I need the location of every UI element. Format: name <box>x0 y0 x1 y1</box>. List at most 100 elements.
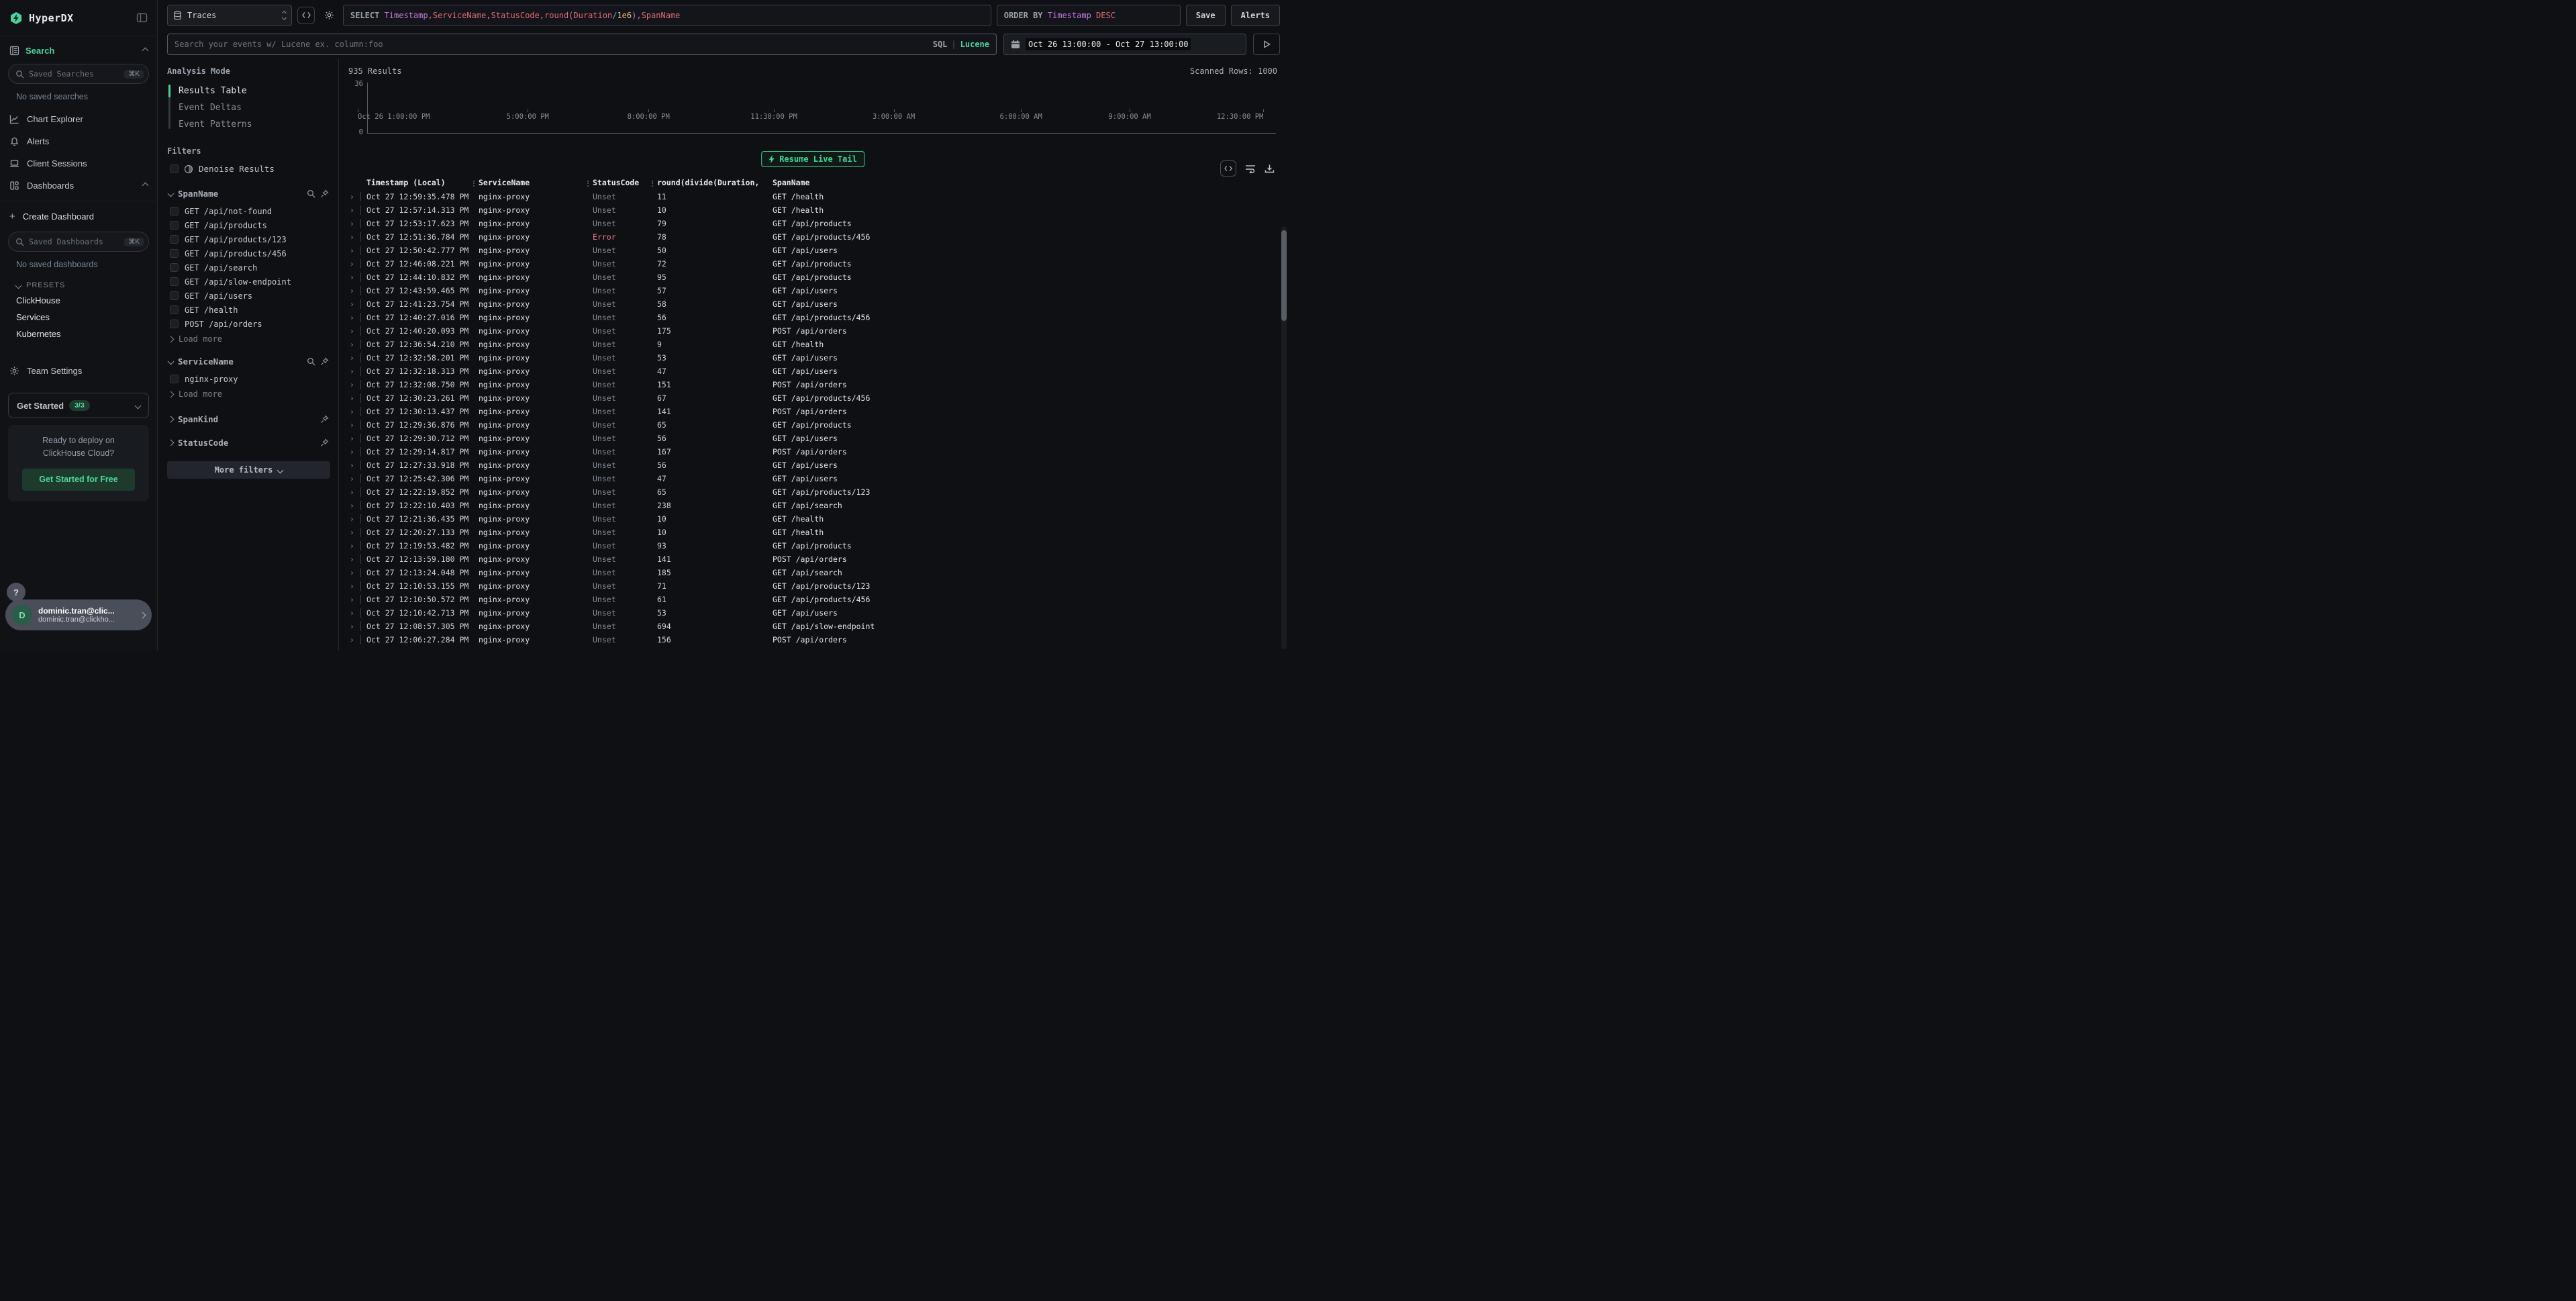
column-header[interactable]: ServiceName <box>473 178 587 187</box>
row-expand-chevron-icon[interactable]: › <box>348 555 360 564</box>
pin-icon[interactable] <box>320 415 329 424</box>
row-expand-chevron-icon[interactable]: › <box>348 407 360 416</box>
facet-value[interactable]: GET /api/products/456 <box>170 246 330 260</box>
table-row[interactable]: ›Oct 27 12:30:13.437 PMnginx-proxyUnset1… <box>348 405 1277 418</box>
row-expand-chevron-icon[interactable]: › <box>348 420 360 430</box>
analysis-mode-item[interactable]: Results Table <box>179 83 330 99</box>
row-expand-chevron-icon[interactable]: › <box>348 273 360 282</box>
table-row[interactable]: ›Oct 27 12:29:30.712 PMnginx-proxyUnset5… <box>348 432 1277 445</box>
checkbox[interactable] <box>170 235 179 244</box>
checkbox[interactable] <box>170 305 179 314</box>
help-button[interactable]: ? <box>7 583 26 601</box>
facet-search-icon[interactable] <box>307 189 315 198</box>
pin-icon[interactable] <box>320 357 329 366</box>
table-row[interactable]: ›Oct 27 12:27:33.918 PMnginx-proxyUnset5… <box>348 459 1277 472</box>
sidebar-item-client-sessions[interactable]: Client Sessions <box>0 152 157 175</box>
row-expand-chevron-icon[interactable]: › <box>348 340 360 349</box>
scrollbar-thumb[interactable] <box>1281 230 1287 321</box>
row-expand-chevron-icon[interactable]: › <box>348 232 360 242</box>
search-input[interactable]: Search your events w/ Lucene ex. column:… <box>167 34 997 55</box>
run-query-button[interactable] <box>1253 34 1280 55</box>
row-expand-chevron-icon[interactable]: › <box>348 595 360 604</box>
facet-spanname-header[interactable]: SpanName <box>167 185 330 203</box>
facet-statuscode-header[interactable]: StatusCode <box>167 434 330 452</box>
facet-value[interactable]: GET /api/search <box>170 260 330 275</box>
row-expand-chevron-icon[interactable]: › <box>348 246 360 255</box>
row-expand-chevron-icon[interactable]: › <box>348 192 360 201</box>
row-expand-chevron-icon[interactable]: › <box>348 622 360 631</box>
table-row[interactable]: ›Oct 27 12:43:59.465 PMnginx-proxyUnset5… <box>348 284 1277 297</box>
pin-icon[interactable] <box>320 189 329 198</box>
table-row[interactable]: ›Oct 27 12:40:20.093 PMnginx-proxyUnset1… <box>348 324 1277 338</box>
checkbox[interactable] <box>170 263 179 272</box>
pin-icon[interactable] <box>320 438 329 447</box>
resume-live-tail-button[interactable]: Resume Live Tail <box>761 151 864 167</box>
sidebar-item-dashboards[interactable]: Dashboards <box>0 175 157 197</box>
column-header[interactable]: round(divide(Duration, <box>652 178 767 187</box>
row-expand-chevron-icon[interactable]: › <box>348 608 360 618</box>
table-row[interactable]: ›Oct 27 12:10:50.572 PMnginx-proxyUnset6… <box>348 593 1277 606</box>
facet-value[interactable]: GET /api/products/123 <box>170 232 330 246</box>
table-row[interactable]: ›Oct 27 12:25:42.306 PMnginx-proxyUnset4… <box>348 472 1277 485</box>
select-clause-input[interactable]: SELECT Timestamp,ServiceName,StatusCode,… <box>343 5 991 26</box>
facet-spankind-header[interactable]: SpanKind <box>167 410 330 428</box>
create-dashboard-button[interactable]: + Create Dashboard <box>0 205 157 228</box>
saved-dashboards-input[interactable]: Saved Dashboards ⌘K <box>8 232 149 252</box>
facet-value[interactable]: nginx-proxy <box>170 372 330 386</box>
preset-clickhouse[interactable]: ClickHouse <box>0 292 157 309</box>
results-histogram[interactable]: 36 0 <box>348 83 1277 134</box>
row-expand-chevron-icon[interactable]: › <box>348 326 360 336</box>
table-row[interactable]: ›Oct 27 12:32:18.313 PMnginx-proxyUnset4… <box>348 365 1277 378</box>
order-by-input[interactable]: ORDER BY Timestamp DESC <box>997 5 1181 26</box>
table-row[interactable]: ›Oct 27 12:21:36.435 PMnginx-proxyUnset1… <box>348 512 1277 526</box>
alerts-button[interactable]: Alerts <box>1231 5 1280 26</box>
sidebar-item-search[interactable]: Search <box>0 36 157 60</box>
column-header[interactable]: SpanName <box>767 178 1277 187</box>
row-expand-chevron-icon[interactable]: › <box>348 393 360 403</box>
table-row[interactable]: ›Oct 27 12:32:08.750 PMnginx-proxyUnset1… <box>348 378 1277 391</box>
table-row[interactable]: ›Oct 27 12:59:35.478 PMnginx-proxyUnset1… <box>348 190 1277 203</box>
column-header[interactable]: StatusCode <box>587 178 652 187</box>
row-expand-chevron-icon[interactable]: › <box>348 501 360 510</box>
row-expand-chevron-icon[interactable]: › <box>348 487 360 497</box>
language-sql-toggle[interactable]: SQL <box>933 40 948 49</box>
checkbox[interactable] <box>170 320 179 328</box>
table-row[interactable]: ›Oct 27 12:13:59.180 PMnginx-proxyUnset1… <box>348 552 1277 566</box>
table-row[interactable]: ›Oct 27 12:29:14.817 PMnginx-proxyUnset1… <box>348 445 1277 459</box>
table-row[interactable]: ›Oct 27 12:29:36.876 PMnginx-proxyUnset6… <box>348 418 1277 432</box>
spanname-load-more[interactable]: Load more <box>167 332 330 346</box>
facet-search-icon[interactable] <box>307 357 315 366</box>
table-row[interactable]: ›Oct 27 12:30:23.261 PMnginx-proxyUnset6… <box>348 391 1277 405</box>
analysis-mode-item[interactable]: Event Patterns <box>179 116 330 133</box>
table-row[interactable]: ›Oct 27 12:44:10.832 PMnginx-proxyUnset9… <box>348 271 1277 284</box>
checkbox[interactable] <box>170 291 179 300</box>
column-header[interactable]: Timestamp (Local) <box>360 178 473 187</box>
row-expand-chevron-icon[interactable]: › <box>348 353 360 363</box>
table-row[interactable]: ›Oct 27 12:32:58.201 PMnginx-proxyUnset5… <box>348 351 1277 365</box>
table-row[interactable]: ›Oct 27 12:20:27.133 PMnginx-proxyUnset1… <box>348 526 1277 539</box>
more-filters-button[interactable]: More filters <box>167 461 330 479</box>
collapse-sidebar-icon[interactable] <box>136 12 148 23</box>
facet-value[interactable]: GET /api/products <box>170 218 330 232</box>
row-expand-chevron-icon[interactable]: › <box>348 313 360 322</box>
row-expand-chevron-icon[interactable]: › <box>348 286 360 295</box>
table-row[interactable]: ›Oct 27 12:46:08.221 PMnginx-proxyUnset7… <box>348 257 1277 271</box>
table-row[interactable]: ›Oct 27 12:22:19.852 PMnginx-proxyUnset6… <box>348 485 1277 499</box>
row-expand-chevron-icon[interactable]: › <box>348 461 360 470</box>
user-menu[interactable]: D dominic.tran@clic... dominic.tran@clic… <box>5 599 152 630</box>
table-row[interactable]: ›Oct 27 12:06:27.284 PMnginx-proxyUnset1… <box>348 633 1277 646</box>
row-expand-chevron-icon[interactable]: › <box>348 367 360 376</box>
presets-toggle[interactable]: PRESETS <box>0 276 157 292</box>
row-expand-chevron-icon[interactable]: › <box>348 434 360 443</box>
row-expand-chevron-icon[interactable]: › <box>348 541 360 550</box>
download-icon[interactable] <box>1265 164 1275 174</box>
table-row[interactable]: ›Oct 27 12:57:14.313 PMnginx-proxyUnset1… <box>348 203 1277 217</box>
row-expand-chevron-icon[interactable]: › <box>348 635 360 644</box>
facet-servicename-header[interactable]: ServiceName <box>167 352 330 371</box>
source-settings-gear-icon[interactable] <box>320 7 338 24</box>
preset-kubernetes[interactable]: Kubernetes <box>0 326 157 342</box>
facet-value[interactable]: GET /api/users <box>170 289 330 303</box>
source-select[interactable]: Traces <box>167 5 292 26</box>
sidebar-item-alerts[interactable]: Alerts <box>0 130 157 152</box>
row-expand-chevron-icon[interactable]: › <box>348 528 360 537</box>
